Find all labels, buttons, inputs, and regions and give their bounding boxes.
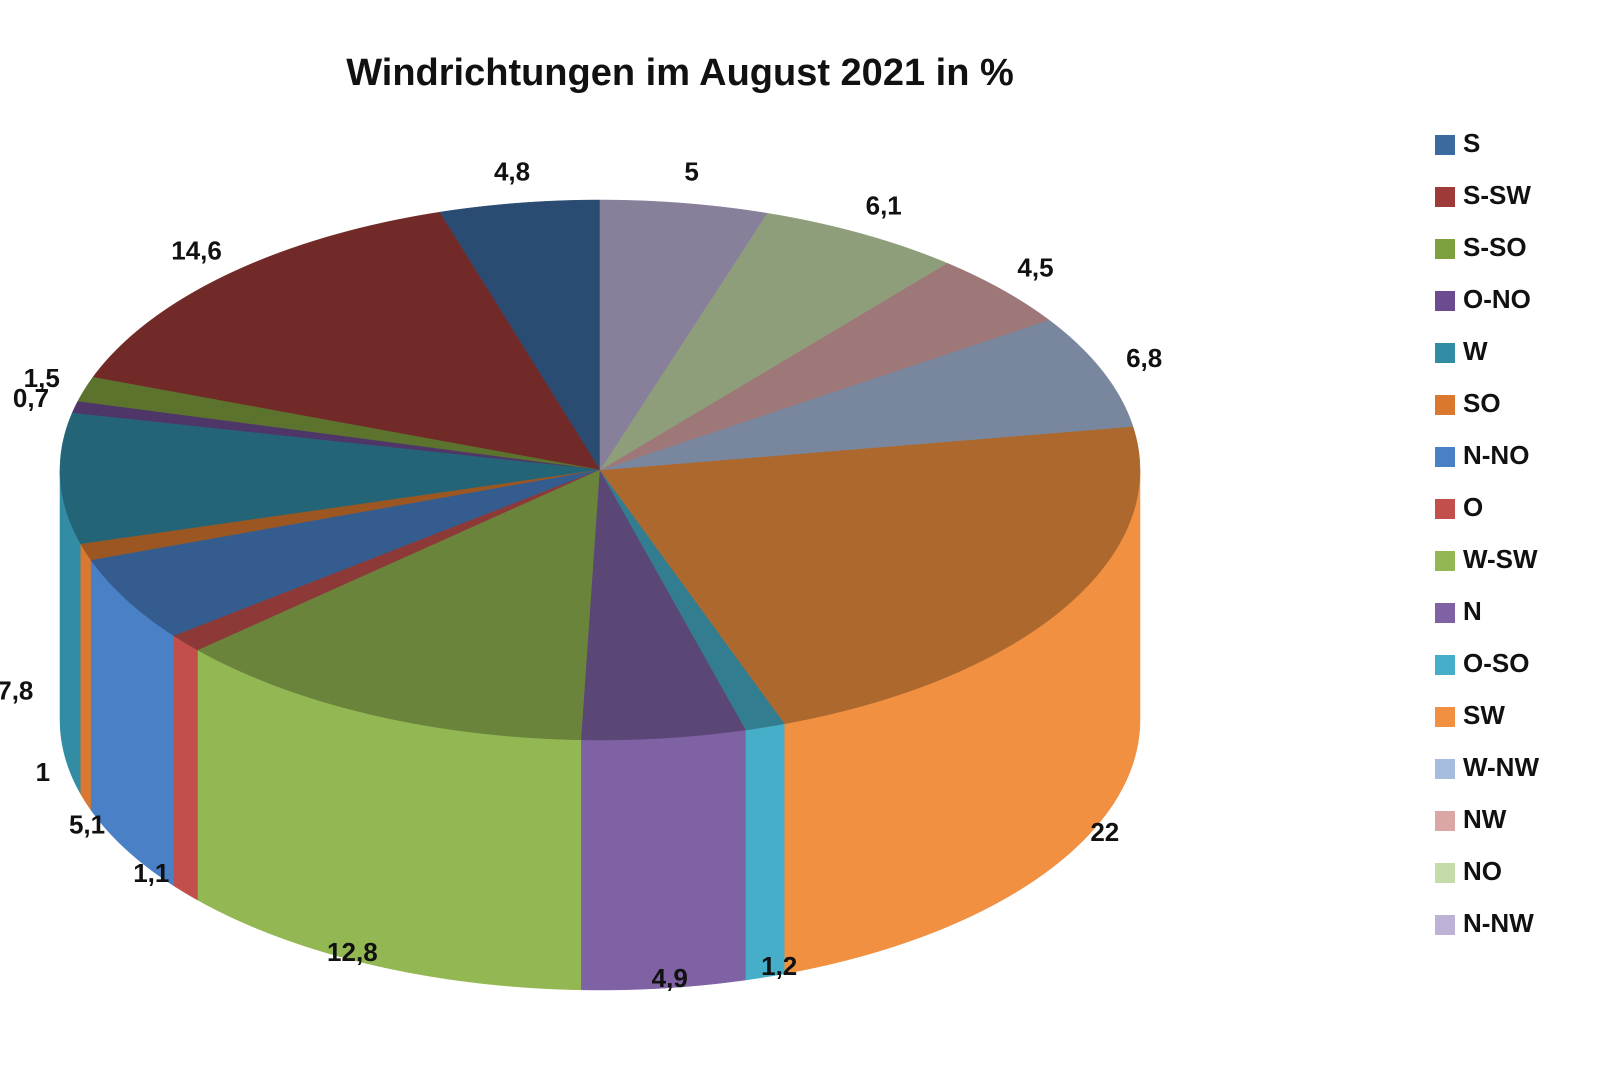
data-label: 22 [1090,817,1119,847]
slice-side [745,723,785,981]
slice [599,426,1141,724]
data-label: 5,1 [69,810,105,840]
data-label: 14,6 [171,236,222,266]
legend-swatch [1435,135,1455,155]
slice [197,469,601,741]
legend-swatch [1435,239,1455,259]
legend-swatch [1435,343,1455,363]
legend-label: O-NO [1463,284,1531,314]
data-label: 6,8 [1126,343,1162,373]
legend-swatch [1435,187,1455,207]
legend-label: N-NW [1463,908,1534,938]
slice [90,469,601,637]
data-label: 1,1 [133,858,169,888]
slice [599,469,786,731]
data-label: 7,8 [0,675,33,705]
slice [92,211,601,471]
data-label: 6,1 [866,191,902,221]
legend-label: O-SO [1463,648,1529,678]
legend-label: SW [1463,700,1505,730]
legend-swatch [1435,655,1455,675]
legend-label: N-NO [1463,440,1529,470]
legend-label: NW [1463,804,1507,834]
data-label: 5 [684,157,698,187]
data-label: 1 [36,757,50,787]
data-label: 4,8 [494,156,530,186]
legend-label: S [1463,128,1480,158]
legend-swatch [1435,603,1455,623]
legend-swatch [1435,811,1455,831]
legend-swatch [1435,499,1455,519]
slice [77,376,601,471]
legend-label: O [1463,492,1483,522]
legend-swatch [1435,707,1455,727]
slice [599,262,1050,471]
data-label: 12,8 [327,937,378,967]
data-label: 4,9 [652,963,688,993]
slice [599,319,1134,471]
slice-side [173,635,199,901]
legend-swatch [1435,863,1455,883]
legend-swatch [1435,915,1455,935]
legend-swatch [1435,395,1455,415]
legend-swatch [1435,759,1455,779]
legend-label: W-SW [1463,544,1538,574]
legend-label: SO [1463,388,1501,418]
slice [599,212,948,471]
slice-side [80,543,92,812]
data-label: 1,2 [761,951,797,981]
legend-swatch [1435,447,1455,467]
chart-title: Windrichtungen im August 2021 in % [346,52,1014,94]
slice [59,412,601,545]
slice [599,199,768,471]
slice [439,199,601,471]
legend-label: S-SW [1463,180,1531,210]
slice [581,469,747,741]
data-label: 4,5 [1017,253,1053,283]
legend-swatch [1435,291,1455,311]
legend-label: NO [1463,856,1502,886]
legend-label: W-NW [1463,752,1539,782]
legend-label: N [1463,596,1482,626]
legend-label: W [1463,336,1488,366]
data-label: 1,5 [24,363,60,393]
data-label: 0,7 [13,383,49,413]
legend-swatch [1435,551,1455,571]
legend-label: S-SO [1463,232,1527,262]
slice-side [581,729,747,991]
